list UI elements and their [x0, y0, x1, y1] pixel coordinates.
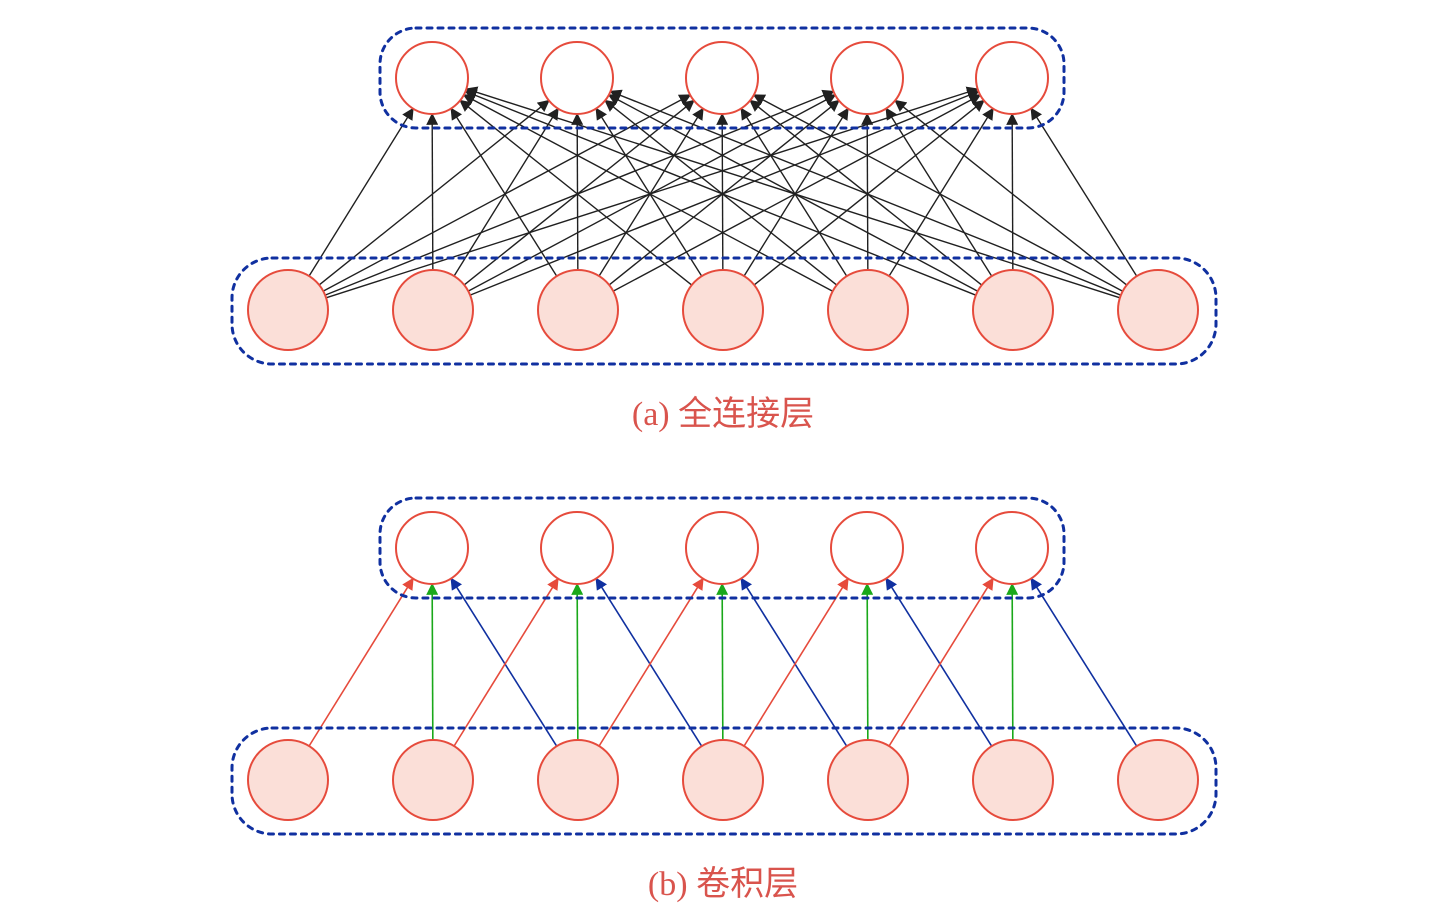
fc-edge — [466, 89, 1120, 298]
conv-edge — [599, 579, 703, 746]
neuron-node — [973, 740, 1053, 820]
fc-edge — [867, 114, 868, 270]
fc-edge — [610, 91, 1120, 295]
neuron-node — [976, 42, 1048, 114]
fc-edge — [451, 108, 557, 276]
conv-edge — [309, 579, 413, 746]
conv-edge — [454, 579, 558, 746]
neuron-node — [541, 42, 613, 114]
neuron-node — [396, 42, 468, 114]
fc-edge — [1012, 114, 1013, 270]
neuron-node — [248, 740, 328, 820]
neuron-node — [828, 270, 908, 350]
conv-edge — [867, 584, 868, 740]
fc-edge — [889, 109, 993, 276]
fc-edge — [577, 114, 578, 270]
caption: (a) 全连接层 — [632, 395, 814, 433]
neuron-node — [396, 512, 468, 584]
fc-edge — [754, 95, 1123, 291]
conv-edge — [889, 579, 993, 746]
neuron-node — [831, 512, 903, 584]
neuron-node — [973, 270, 1053, 350]
neuron-node — [976, 512, 1048, 584]
conv-edge — [741, 578, 847, 746]
neuron-node — [831, 42, 903, 114]
conv-edge — [1012, 584, 1013, 740]
neuron-node — [538, 740, 618, 820]
conv-edge — [722, 584, 723, 740]
neuron-node — [1118, 740, 1198, 820]
neuron-node — [828, 740, 908, 820]
neuron-node — [248, 270, 328, 350]
neuron-node — [393, 270, 473, 350]
neuron-node — [538, 270, 618, 350]
neuron-node — [541, 512, 613, 584]
fc-edge — [722, 114, 723, 270]
caption: (b) 卷积层 — [648, 865, 798, 903]
diagram-canvas: (a) 全连接层 (b) 卷积层 — [0, 0, 1447, 923]
fc-edge — [432, 114, 433, 270]
conv-edge — [744, 579, 848, 746]
conv-edge — [451, 578, 557, 746]
conv-edge — [1031, 578, 1137, 746]
neuron-node — [686, 42, 758, 114]
conv-edge — [577, 584, 578, 740]
fc-edge — [464, 95, 833, 291]
neuron-node — [683, 270, 763, 350]
conv-edge — [886, 578, 992, 746]
neuron-node — [686, 512, 758, 584]
conv-edge — [596, 578, 702, 746]
fc-edge — [465, 91, 975, 295]
neuron-node — [683, 740, 763, 820]
conv-edge — [432, 584, 433, 740]
neuron-node — [393, 740, 473, 820]
neuron-node — [1118, 270, 1198, 350]
